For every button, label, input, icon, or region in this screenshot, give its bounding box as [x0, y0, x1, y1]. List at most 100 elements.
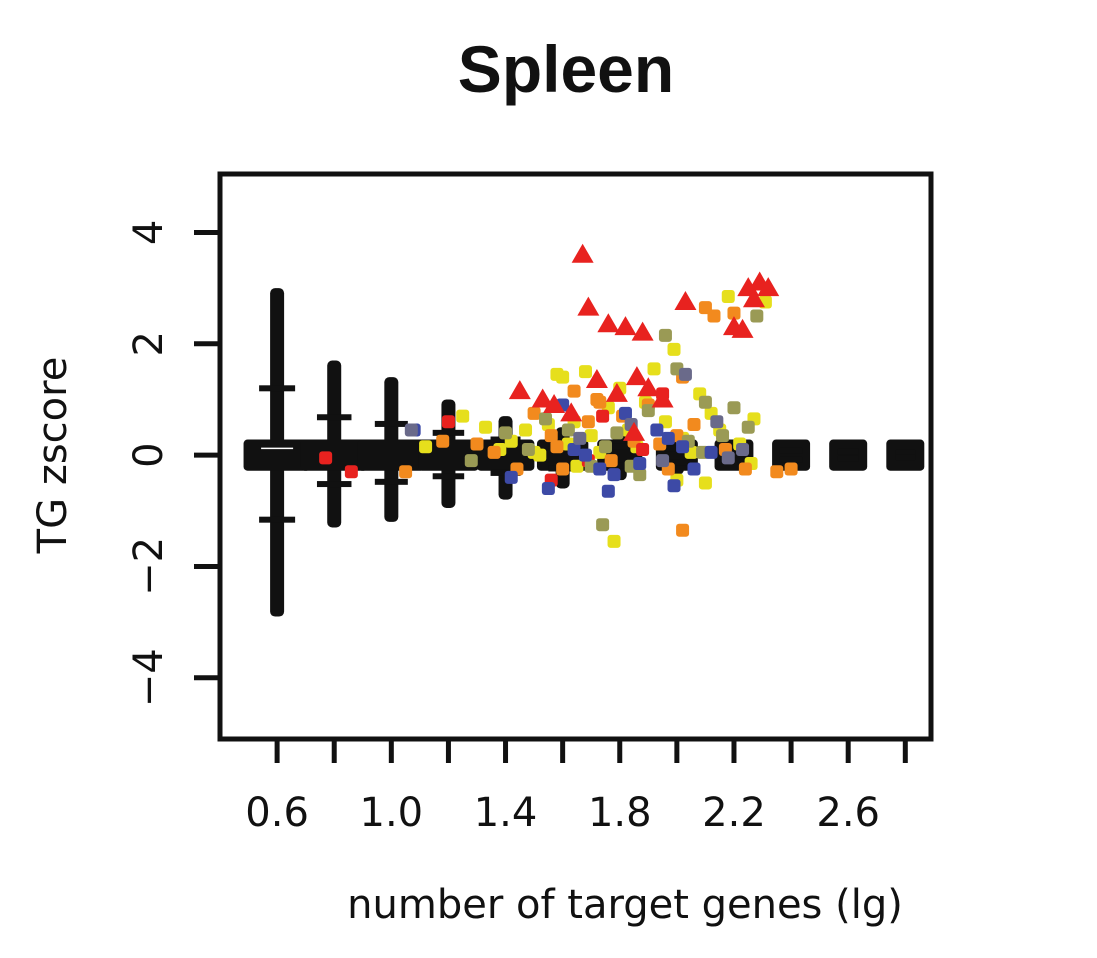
point-square-orange	[436, 434, 450, 448]
stack-whisker-bottom	[259, 516, 296, 523]
point-triangle	[543, 394, 566, 414]
stack-whisker-bottom	[779, 456, 803, 463]
point-square-yellow	[578, 365, 592, 379]
point-square-olive	[464, 454, 478, 468]
point-square-orange	[727, 306, 741, 320]
point-square-slate	[573, 431, 587, 445]
point-square-orange	[738, 462, 752, 476]
point-square-blue	[676, 440, 690, 454]
point-square-orange	[399, 465, 413, 479]
point-square-orange	[527, 406, 541, 420]
stack-band	[243, 439, 311, 471]
point-square-olive	[641, 404, 655, 418]
point-square-blue	[593, 462, 607, 476]
point-square-orange	[581, 415, 595, 429]
point-triangle	[614, 316, 637, 336]
stack-whisker-top	[316, 414, 352, 421]
x-tick-label: 1.4	[474, 790, 538, 836]
point-square-yellow	[556, 370, 570, 384]
point-square-orange	[544, 429, 558, 443]
point-square-blue	[607, 468, 621, 482]
point-square-red	[344, 465, 358, 479]
point-square-orange	[590, 392, 604, 406]
stack-whisker-top	[606, 443, 634, 450]
point-square-yellow	[533, 448, 547, 462]
point-triangle	[623, 421, 646, 441]
point-square-olive	[727, 401, 741, 415]
stack-whisker-bottom	[895, 454, 916, 461]
y-tick-label: −4	[126, 648, 172, 707]
point-square-slate	[678, 367, 692, 381]
point-square-blue	[687, 462, 701, 476]
point-square-yellow	[647, 362, 661, 376]
point-triangle	[651, 388, 674, 408]
stack-whisker-bottom	[316, 481, 352, 488]
point-square-orange	[556, 462, 570, 476]
chart-title: Spleen	[458, 32, 674, 106]
point-square-olive	[539, 412, 553, 426]
point-square-red	[636, 443, 650, 457]
point-square-blue	[567, 443, 581, 457]
point-square-olive	[633, 468, 647, 482]
point-square-yellow	[584, 429, 598, 443]
x-tick-label: 2.6	[816, 790, 880, 836]
y-tick-label: 0	[126, 442, 172, 467]
point-square-red	[319, 451, 333, 465]
point-triangle	[757, 277, 780, 297]
point-square-slate	[710, 415, 724, 429]
point-triangle	[571, 243, 594, 263]
stack-whisker-bottom	[374, 478, 408, 485]
point-square-red	[441, 415, 455, 429]
point-square-orange	[707, 309, 721, 323]
stack-whisker-top	[432, 429, 465, 436]
x-axis: 0.6 1.0 1.4 1.8 2.2 2.6	[245, 741, 908, 836]
x-tick-label: 0.6	[245, 790, 309, 836]
point-square-blue	[504, 470, 518, 484]
point-square-blue	[601, 484, 615, 498]
point-square-orange	[676, 523, 690, 537]
stack-whisker-bottom	[432, 473, 465, 480]
point-square-yellow	[607, 534, 621, 548]
point-triangle	[625, 366, 648, 386]
point-square-orange	[470, 437, 484, 451]
point-square-yellow	[721, 289, 735, 303]
point-square-olive	[698, 395, 712, 409]
y-tick-label: −2	[126, 537, 172, 596]
point-square-olive	[716, 429, 730, 443]
stack-band	[829, 439, 868, 471]
x-tick-label: 2.2	[702, 790, 766, 836]
point-square-slate	[656, 454, 670, 468]
point-square-olive	[610, 426, 624, 440]
point-square-orange	[770, 465, 784, 479]
point-square-olive	[741, 420, 755, 434]
point-triangle	[637, 377, 660, 397]
y-tick-label: 2	[126, 331, 172, 356]
plot-frame	[217, 171, 934, 742]
point-square-blue	[661, 431, 675, 445]
point-triangle	[631, 321, 654, 341]
point-square-orange	[550, 440, 564, 454]
point-square-yellow	[570, 459, 584, 473]
point-square-orange	[604, 454, 618, 468]
point-square-red	[596, 409, 610, 423]
stack-whisker-bottom	[837, 455, 859, 462]
point-square-blue	[633, 456, 647, 470]
point-triangle	[577, 296, 600, 316]
y-axis: 4 2 0 −2 −4	[126, 220, 218, 707]
point-triangle	[597, 313, 620, 333]
stack-band	[357, 439, 425, 471]
point-square-olive	[561, 423, 575, 437]
point-square-orange	[784, 462, 798, 476]
x-tick-label: 1.8	[588, 790, 652, 836]
stack-whisker-bottom	[606, 462, 634, 469]
stack-whisker-top	[259, 385, 296, 392]
stack-whisker-top	[895, 449, 916, 456]
point-triangle	[531, 388, 554, 408]
plot-marks	[243, 243, 925, 617]
stack-band	[418, 439, 479, 471]
stack-band	[772, 439, 811, 471]
point-square-olive	[750, 309, 764, 323]
x-axis-label: number of target genes (lg)	[347, 882, 903, 928]
stack-whisker-top	[721, 446, 746, 453]
